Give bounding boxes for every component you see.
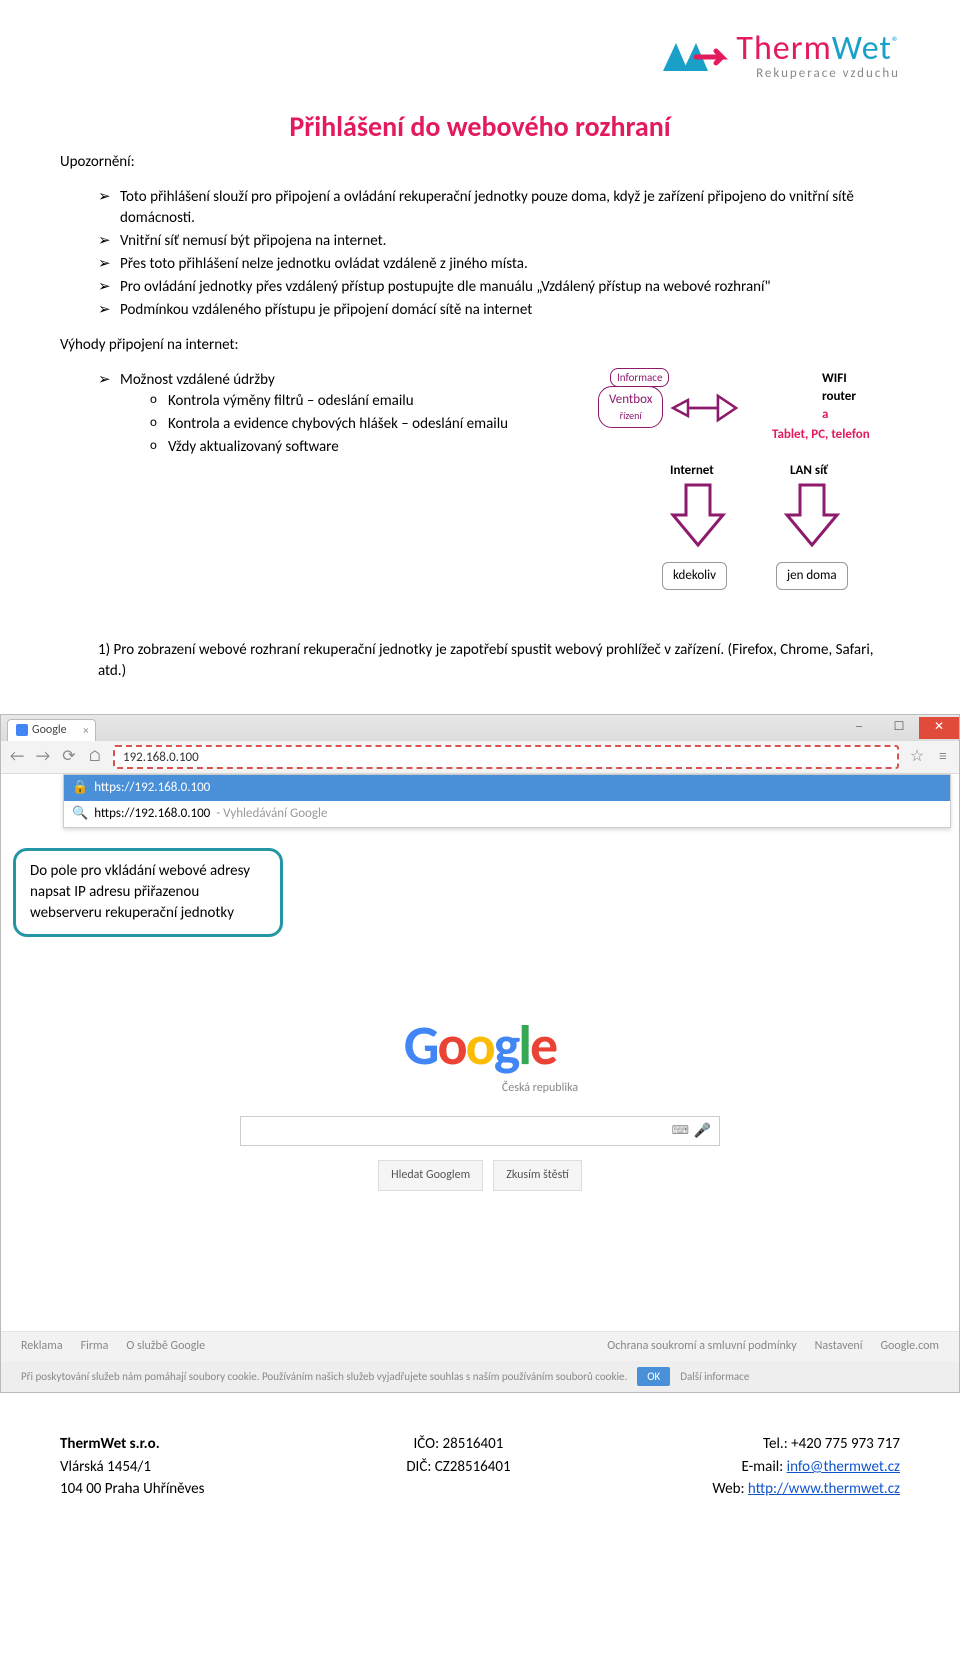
footer-link[interactable]: O službě Google (126, 1338, 205, 1355)
instruction-callout: Do pole pro vkládání webové adresy napsa… (13, 848, 283, 937)
menu-icon[interactable]: ≡ (935, 746, 951, 768)
list-item: Vnitřní síť nemusí být připojena na inte… (98, 231, 900, 252)
maximize-icon[interactable]: ☐ (879, 717, 919, 739)
browser-tab[interactable]: Google × (7, 719, 96, 741)
notice-label: Upozornění: (60, 152, 900, 173)
page-footer: ThermWet s.r.o. Vlárská 1454/1 104 00 Pr… (0, 1393, 960, 1521)
lock-icon: 🔒 (72, 779, 88, 797)
address-line: Vlárská 1454/1 (60, 1456, 205, 1479)
benefits-label: Výhody připojení na internet: (60, 335, 900, 356)
benefits-list: Možnost vzdálené údržby Kontrola výměny … (60, 370, 570, 458)
list-item: Toto přihlášení slouží pro připojení a o… (98, 187, 900, 229)
keyboard-icon[interactable]: ⌨ (672, 1123, 689, 1140)
google-region: Česká republika (121, 1080, 959, 1097)
tab-title: Google (32, 722, 67, 739)
address-line: 104 00 Praha Uhříněves (60, 1478, 205, 1501)
google-logo: Google (1, 1007, 959, 1085)
home-icon[interactable]: ⌂ (87, 746, 103, 768)
cookie-ok-button[interactable]: OK (637, 1367, 670, 1386)
mic-icon[interactable]: 🎤 (694, 1121, 711, 1141)
cookie-text: Při poskytování služeb nám pomáhají soub… (21, 1369, 627, 1384)
footer-link[interactable]: Nastavení (815, 1338, 863, 1355)
close-window-icon[interactable]: ✕ (919, 717, 959, 739)
footer-link[interactable]: Google.com (880, 1338, 939, 1355)
address-bar[interactable]: 192.168.0.100 (113, 745, 899, 769)
header-logo: ThermWet® Rekuperace vzduchu (60, 30, 900, 82)
reload-icon[interactable]: ⟳ (61, 746, 77, 768)
footer-link[interactable]: Reklama (21, 1338, 63, 1355)
page-title: Přihlášení do webového rozhraní (60, 107, 900, 146)
list-item: Podmínkou vzdáleného přístupu je připoje… (98, 300, 900, 321)
list-item: Možnost vzdálené údržby Kontrola výměny … (98, 370, 570, 458)
wifi-label: WIFI router (822, 370, 877, 406)
list-item: Vždy aktualizovaný software (150, 437, 570, 458)
suggestion-row[interactable]: 🔍 https://192.168.0.100 - Vyhledávání Go… (64, 801, 950, 827)
company-name: ThermWet s.r.o. (60, 1433, 205, 1456)
minimize-icon[interactable]: ─ (839, 717, 879, 739)
logo-name: ThermWet® (736, 30, 900, 67)
url-suggestions: 🔒 https://192.168.0.100 🔍 https://192.16… (63, 774, 951, 828)
list-item: Kontrola výměny filtrů – odeslání emailu (150, 391, 570, 412)
google-footer: Reklama Firma O službě Google Ochrana so… (1, 1331, 959, 1392)
web-link[interactable]: http://www.thermwet.cz (748, 1480, 900, 1498)
back-icon[interactable]: ← (9, 746, 25, 768)
suggestion-row[interactable]: 🔒 https://192.168.0.100 (64, 775, 950, 801)
logo-mark-icon (658, 31, 728, 81)
list-item: Pro ovládání jednotky přes vzdálený přís… (98, 277, 900, 298)
list-item: Přes toto přihlášení nelze jednotku ovlá… (98, 254, 900, 275)
browser-screenshot: Google × ─ ☐ ✕ ← → ⟳ ⌂ 192.168.0.100 ☆ ≡… (0, 714, 960, 1394)
notice-list: Toto přihlášení slouží pro připojení a o… (60, 187, 900, 321)
google-search-input[interactable]: ⌨ 🎤 (240, 1116, 720, 1146)
cookie-more-link[interactable]: Další informace (680, 1369, 749, 1384)
google-search-button[interactable]: Hledat Googlem (378, 1160, 483, 1191)
feeling-lucky-button[interactable]: Zkusím štěstí (493, 1160, 582, 1191)
step-1: 1) Pro zobrazení webové rozhraní rekuper… (98, 640, 900, 682)
logo-subtitle: Rekuperace vzduchu (736, 67, 900, 81)
google-favicon-icon (16, 724, 28, 736)
footer-link[interactable]: Firma (81, 1338, 109, 1355)
bookmark-icon[interactable]: ☆ (909, 746, 925, 768)
email-link[interactable]: info@thermwet.cz (787, 1458, 900, 1476)
network-diagram: Informace Ventbox řízení WIFI router a T… (590, 370, 900, 600)
search-icon: 🔍 (72, 805, 88, 823)
footer-link[interactable]: Ochrana soukromí a smluvní podmínky (607, 1338, 796, 1355)
forward-icon[interactable]: → (35, 746, 51, 768)
list-item: Kontrola a evidence chybových hlášek – o… (150, 414, 570, 435)
close-tab-icon[interactable]: × (83, 723, 88, 738)
